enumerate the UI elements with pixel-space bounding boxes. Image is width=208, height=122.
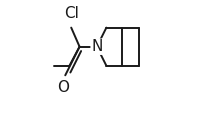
Text: O: O — [57, 80, 69, 95]
Text: Cl: Cl — [64, 6, 79, 21]
Text: N: N — [91, 39, 103, 54]
